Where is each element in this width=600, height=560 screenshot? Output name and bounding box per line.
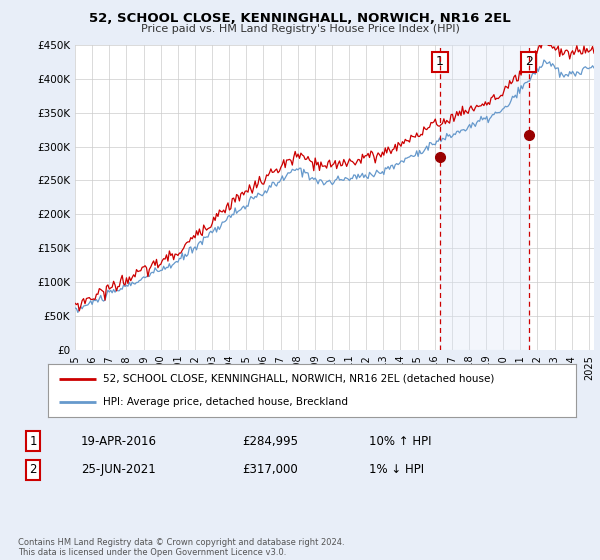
- Text: 19-APR-2016: 19-APR-2016: [81, 435, 157, 447]
- Text: £284,995: £284,995: [242, 435, 298, 447]
- Text: 1: 1: [436, 55, 444, 68]
- Text: 10% ↑ HPI: 10% ↑ HPI: [369, 435, 431, 447]
- Bar: [440, 45, 529, 350]
- Text: 2: 2: [524, 55, 533, 68]
- Text: 25-JUN-2021: 25-JUN-2021: [81, 463, 156, 476]
- Text: Contains HM Land Registry data © Crown copyright and database right 2024.
This d: Contains HM Land Registry data © Crown c…: [18, 538, 344, 557]
- Text: 2: 2: [29, 463, 37, 476]
- Text: Price paid vs. HM Land Registry's House Price Index (HPI): Price paid vs. HM Land Registry's House …: [140, 24, 460, 34]
- Text: 1% ↓ HPI: 1% ↓ HPI: [369, 463, 424, 476]
- Text: 52, SCHOOL CLOSE, KENNINGHALL, NORWICH, NR16 2EL: 52, SCHOOL CLOSE, KENNINGHALL, NORWICH, …: [89, 12, 511, 25]
- Text: HPI: Average price, detached house, Breckland: HPI: Average price, detached house, Brec…: [103, 397, 349, 407]
- Text: 52, SCHOOL CLOSE, KENNINGHALL, NORWICH, NR16 2EL (detached house): 52, SCHOOL CLOSE, KENNINGHALL, NORWICH, …: [103, 374, 495, 384]
- Text: £317,000: £317,000: [242, 463, 298, 476]
- Text: 1: 1: [29, 435, 37, 447]
